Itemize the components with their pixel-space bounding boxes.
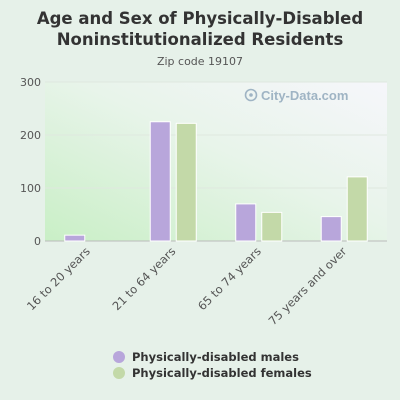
legend-label-males: Physically-disabled males <box>132 350 299 364</box>
watermark: City-Data.com <box>244 88 348 103</box>
bar-males <box>320 216 342 242</box>
y-tick-label: 0 <box>34 235 41 248</box>
plot-area <box>45 82 387 241</box>
legend-label-females: Physically-disabled females <box>132 366 312 380</box>
bar-males <box>149 121 171 242</box>
legend: Physically-disabled males Physically-dis… <box>113 349 312 381</box>
y-tick-label: 200 <box>20 129 41 142</box>
x-tick-label: 16 to 20 years <box>24 244 93 313</box>
legend-item-males: Physically-disabled males <box>113 349 312 365</box>
x-tick-label: 65 to 74 years <box>195 244 264 313</box>
legend-item-females: Physically-disabled females <box>113 365 312 381</box>
legend-swatch-males <box>113 351 125 363</box>
y-tick-label: 100 <box>20 182 41 195</box>
bar-females <box>175 122 197 242</box>
y-tick-label: 300 <box>20 76 41 89</box>
bar-females <box>261 211 283 242</box>
x-tick-label: 75 years and over <box>266 244 350 328</box>
chart-subtitle: Zip code 19107 <box>156 55 244 68</box>
x-tick-label: 21 to 64 years <box>109 244 178 313</box>
bar-males <box>235 203 257 242</box>
legend-swatch-females <box>113 367 125 379</box>
bar-males <box>64 234 86 242</box>
bar-females <box>346 176 368 242</box>
watermark-text: City-Data.com <box>261 88 348 103</box>
watermark-icon <box>244 88 258 102</box>
chart-title: Age and Sex of Physically-Disabled Nonin… <box>36 9 364 49</box>
